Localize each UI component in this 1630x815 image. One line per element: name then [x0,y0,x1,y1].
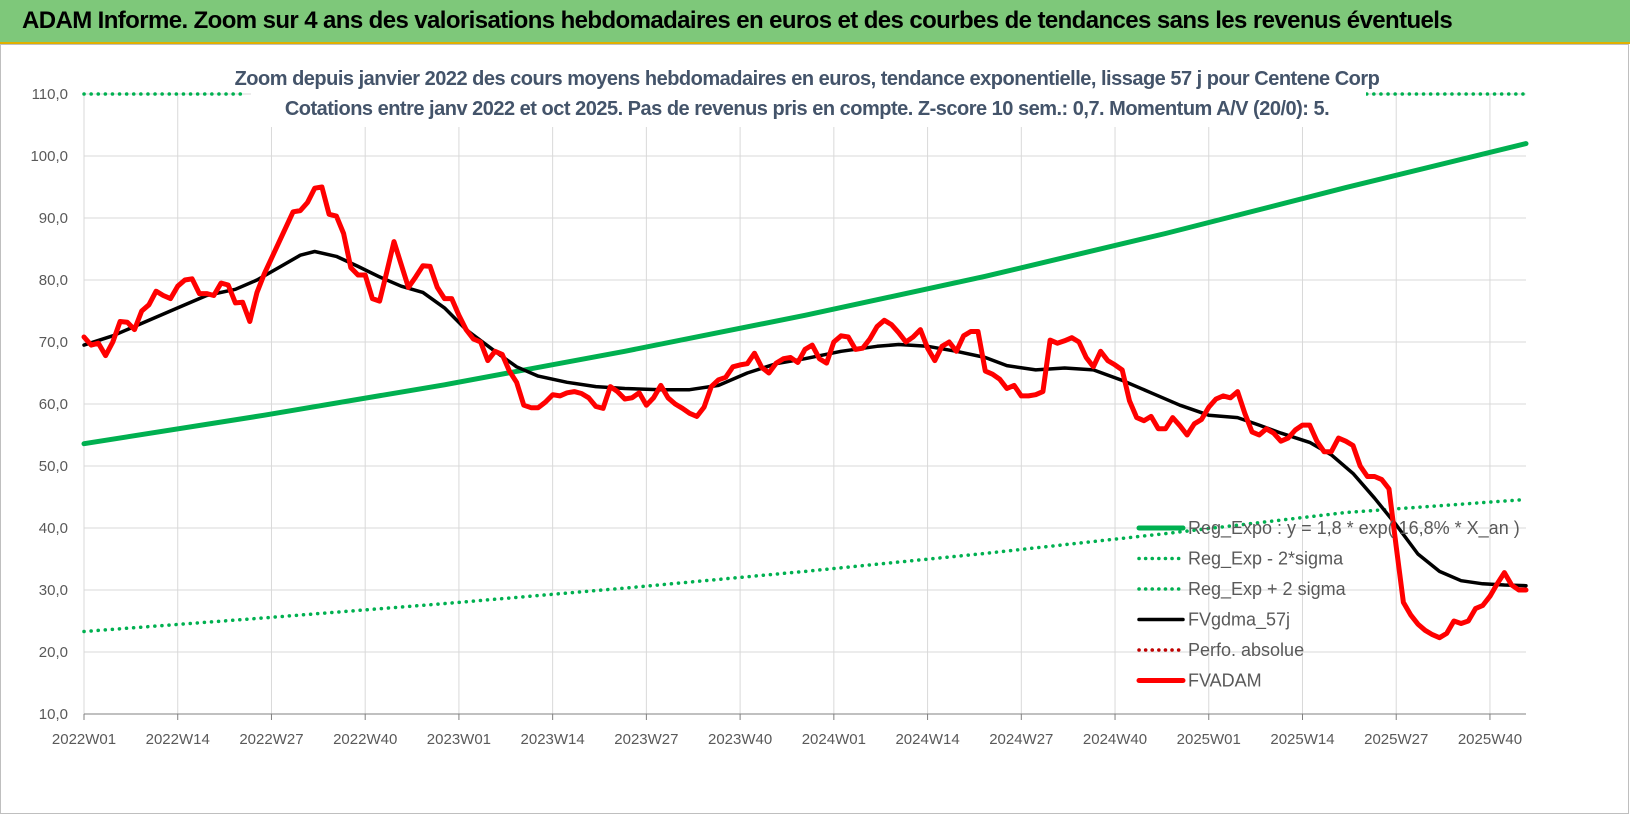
series-line-1 [82,497,1528,634]
x-tick-label: 2022W01 [52,731,116,748]
legend-label: Reg_Exp - 2*sigma [1188,549,1344,570]
legend-label: Reg_Expo : y = 1,8 * exp( 16,8% * X_an ) [1188,518,1520,539]
x-tick-label: 2022W40 [333,731,397,748]
x-tick-label: 2022W27 [239,731,303,748]
y-tick-label: 90,0 [39,210,68,227]
legend-label: Reg_Exp + 2 sigma [1188,579,1347,600]
y-tick-label: 80,0 [39,272,68,289]
report-title: ADAM Informe. Zoom sur 4 ans des valoris… [22,7,1453,34]
x-tick-label: 2025W14 [1270,731,1334,748]
chart-frame: 10,0 20,0 30,0 40,0 50,0 60,0 70,0 80,0 90,0 100,… [0,44,1629,814]
series-line-0 [81,141,1529,447]
series-line-5 [81,184,1529,641]
legend-label: Perfo. absolue [1188,640,1304,660]
y-tick-label: 50,0 [39,458,68,475]
grid-lines [83,93,1526,715]
x-tick-label: 2024W40 [1083,731,1147,748]
title-background [251,55,1366,127]
series-lines [81,92,1529,641]
x-tick-label: 2023W40 [708,731,772,748]
x-tick-label: 2024W27 [989,731,1053,748]
line-chart: 10,0 20,0 30,0 40,0 50,0 60,0 70,0 80,0 90,0 100,… [30,55,1529,748]
y-tick-label: 70,0 [39,334,68,351]
x-tick-label: 2022W14 [146,731,210,748]
y-tick-label: 10,0 [39,706,68,723]
x-tick-label: 2025W40 [1458,731,1522,748]
legend: Reg_Expo : y = 1,8 * exp( 16,8% * X_an )… [1136,518,1520,691]
chart-title: Zoom depuis janvier 2022 des cours moyen… [235,68,1380,90]
y-axis: 10,0 20,0 30,0 40,0 50,0 60,0 70,0 80,0 90,0 100,… [30,86,68,723]
x-tick-label: 2023W01 [427,731,491,748]
x-tick-label: 2025W01 [1177,731,1241,748]
report-banner: ADAM Informe. Zoom sur 4 ans des valoris… [0,0,1630,44]
y-tick-label: 20,0 [39,644,68,661]
chart-subtitle: Cotations entre janv 2022 et oct 2025. P… [285,98,1329,120]
y-tick-label: 110,0 [32,86,68,103]
y-tick-label: 60,0 [39,396,68,413]
x-tick-label: 2025W27 [1364,731,1428,748]
x-tick-label: 2023W14 [521,731,585,748]
x-axis: 2022W01 2022W14 2022W27 2022W40 2023W01 2023W… [52,713,1526,748]
y-tick-label: 30,0 [39,582,68,599]
y-tick-label: 40,0 [39,520,68,537]
x-tick-label: 2024W01 [802,731,866,748]
x-tick-label: 2023W27 [614,731,678,748]
legend-label: FVADAM [1188,671,1262,691]
x-tick-label: 2024W14 [895,731,959,748]
y-tick-label: 100,0 [30,148,68,165]
legend-label: FVgdma_57j [1188,610,1290,631]
